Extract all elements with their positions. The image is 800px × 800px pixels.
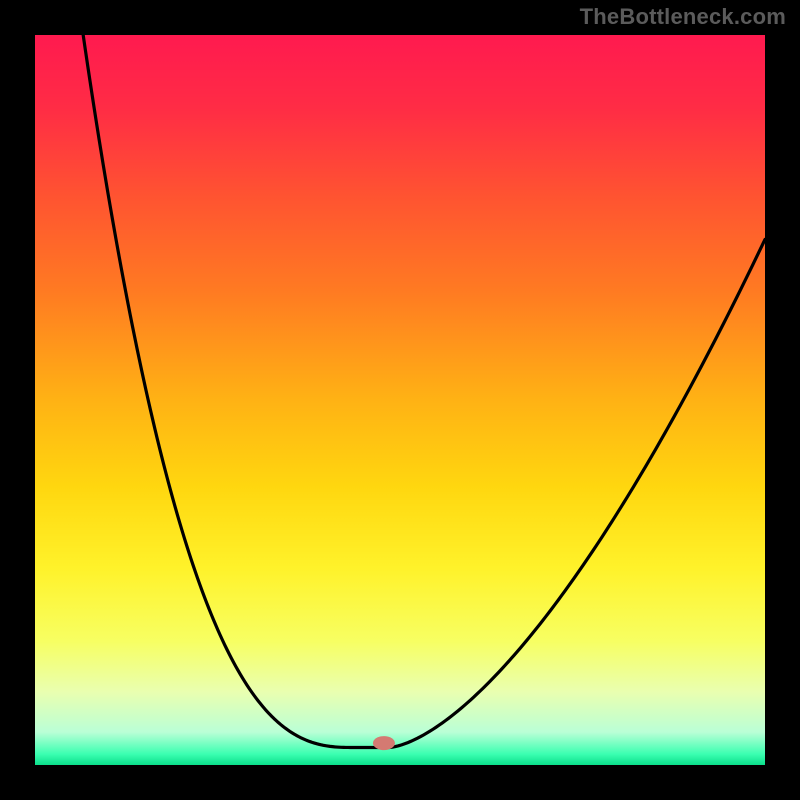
watermark-text: TheBottleneck.com bbox=[580, 4, 786, 30]
bottleneck-chart bbox=[0, 0, 800, 800]
optimal-point-marker bbox=[373, 736, 395, 750]
plot-background bbox=[35, 35, 765, 765]
